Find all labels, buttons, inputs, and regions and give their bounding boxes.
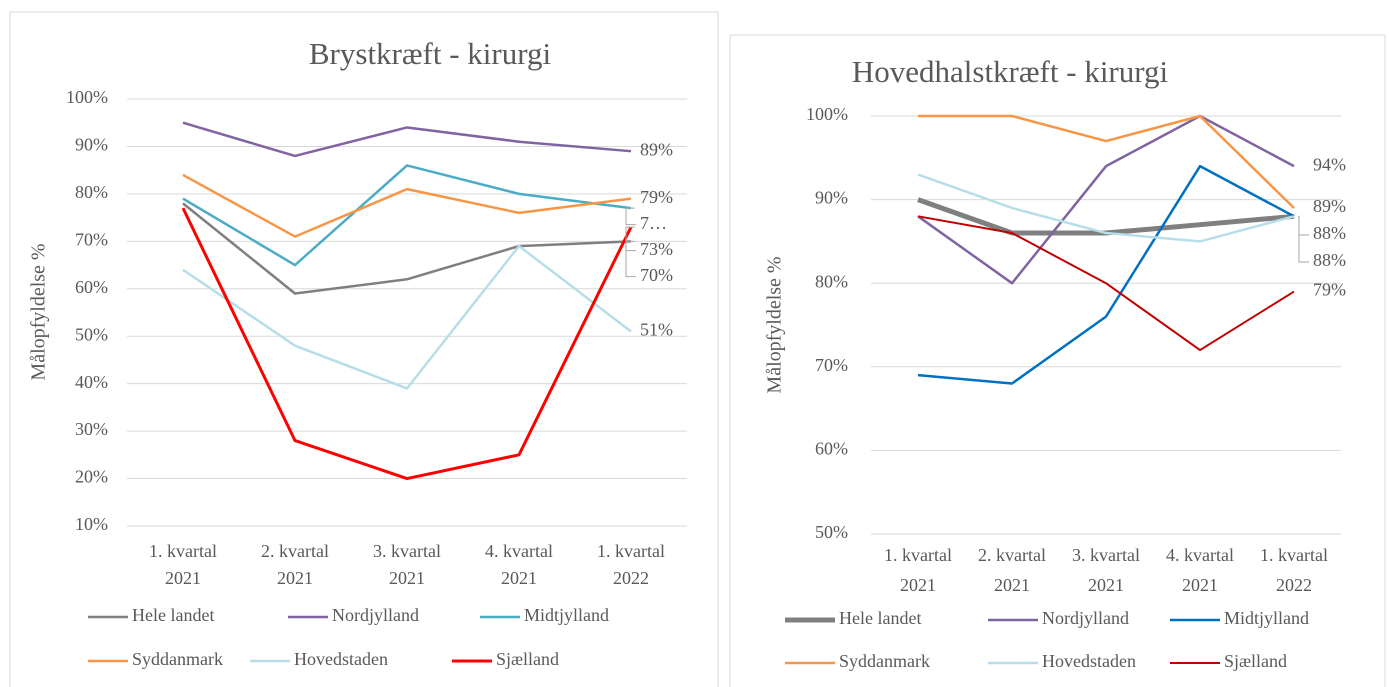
x-tick-line: 1. kvartal	[1260, 545, 1328, 565]
legend-label: Hele landet	[132, 605, 214, 625]
y-tick-label: 90%	[815, 188, 848, 208]
legend-label: Sjælland	[496, 649, 559, 669]
data-label: 73%	[640, 239, 673, 259]
data-label: 89%	[1313, 196, 1346, 216]
chart-title: Brystkræft - kirurgi	[309, 36, 552, 71]
x-tick-line: 2021	[165, 568, 201, 588]
x-tick-label: 3. kvartal 2021	[1072, 545, 1140, 595]
legend-label: Syddanmark	[839, 651, 930, 671]
series-line	[917, 215, 1295, 352]
y-tick-label: 10%	[75, 514, 108, 534]
y-tick-label: 30%	[75, 419, 108, 439]
series-line	[917, 164, 1295, 385]
series-line	[182, 173, 632, 238]
x-tick-line: 2021	[900, 575, 936, 595]
x-tick-line: 1. kvartal	[149, 541, 217, 561]
x-tick-line: 2022	[1276, 575, 1312, 595]
y-axis-label: Målopfyldelse %	[28, 243, 50, 380]
x-tick-line: 2022	[613, 568, 649, 588]
legend-label: Syddanmark	[132, 649, 223, 669]
data-label: 7…	[640, 213, 667, 233]
x-tick-label: 4. kvartal 2021	[485, 541, 553, 588]
data-label: 94%	[1313, 154, 1346, 174]
x-tick-line: 1. kvartal	[884, 545, 952, 565]
data-label: 79%	[640, 187, 673, 207]
data-label: 79%	[1313, 280, 1346, 300]
label-leader	[625, 207, 636, 226]
x-tick-line: 4. kvartal	[485, 541, 553, 561]
series-line	[182, 121, 632, 158]
data-label: 89%	[640, 139, 673, 159]
x-tick-line: 3. kvartal	[1072, 545, 1140, 565]
y-tick-label: 70%	[75, 229, 108, 249]
legend-label: Sjælland	[1224, 651, 1287, 671]
y-axis-label: Målopfyldelse %	[764, 256, 786, 393]
label-leader	[625, 226, 636, 252]
y-tick-label: 50%	[75, 324, 108, 344]
y-tick-label: 90%	[75, 135, 108, 155]
x-tick-line: 2. kvartal	[261, 541, 329, 561]
series-line	[917, 173, 1295, 243]
x-tick-line: 3. kvartal	[373, 541, 441, 561]
x-tick-line: 1. kvartal	[597, 541, 665, 561]
data-label: 51%	[640, 320, 673, 340]
series-line	[917, 114, 1295, 285]
x-tick-line: 2021	[1088, 575, 1124, 595]
legend-label: Hovedstaden	[294, 649, 388, 669]
x-tick-line: 2021	[389, 568, 425, 588]
y-tick-label: 60%	[75, 277, 108, 297]
data-label: 88%	[1313, 223, 1346, 243]
chart-title: Hovedhalstkræft - kirurgi	[852, 54, 1169, 89]
y-tick-label: 80%	[815, 271, 848, 291]
series-line	[182, 202, 632, 295]
x-tick-label: 2. kvartal 2021	[978, 545, 1046, 595]
series-line	[182, 164, 632, 267]
legend-label: Hele landet	[839, 608, 921, 628]
chart-frame	[9, 11, 719, 687]
legend-label: Midtjylland	[1224, 608, 1309, 628]
series-line	[181, 207, 633, 481]
x-tick-line: 2021	[994, 575, 1030, 595]
x-tick-label: 1. kvartal 2022	[597, 541, 665, 588]
x-tick-label: 1. kvartal 2021	[884, 545, 952, 595]
legend-label: Hovedstaden	[1042, 651, 1136, 671]
label-leader	[625, 240, 636, 278]
y-tick-label: 100%	[806, 104, 848, 124]
x-tick-line: 4. kvartal	[1166, 545, 1234, 565]
y-tick-label: 60%	[815, 439, 848, 459]
x-tick-label: 2. kvartal 2021	[261, 541, 329, 588]
series-line	[182, 244, 632, 390]
y-tick-label: 50%	[815, 522, 848, 542]
y-tick-label: 100%	[66, 87, 108, 107]
x-tick-line: 2021	[501, 568, 537, 588]
x-tick-label: 3. kvartal 2021	[373, 541, 441, 588]
legend-label: Midtjylland	[524, 605, 609, 625]
label-leader	[1298, 215, 1309, 263]
series-line	[918, 114, 1295, 209]
legend-label: Nordjylland	[332, 605, 419, 625]
y-tick-label: 70%	[815, 355, 848, 375]
x-tick-label: 1. kvartal 2021	[149, 541, 217, 588]
legend-label: Nordjylland	[1042, 608, 1129, 628]
y-tick-label: 40%	[75, 372, 108, 392]
x-tick-label: 4. kvartal 2021	[1166, 545, 1234, 595]
chart-frame	[729, 34, 1386, 687]
data-label: 70%	[640, 265, 673, 285]
x-tick-label: 1. kvartal 2022	[1260, 545, 1328, 595]
x-tick-line: 2021	[1182, 575, 1218, 595]
y-tick-label: 80%	[75, 182, 108, 202]
x-tick-line: 2. kvartal	[978, 545, 1046, 565]
y-tick-label: 20%	[75, 467, 108, 487]
data-label: 88%	[1313, 250, 1346, 270]
x-tick-line: 2021	[277, 568, 313, 588]
